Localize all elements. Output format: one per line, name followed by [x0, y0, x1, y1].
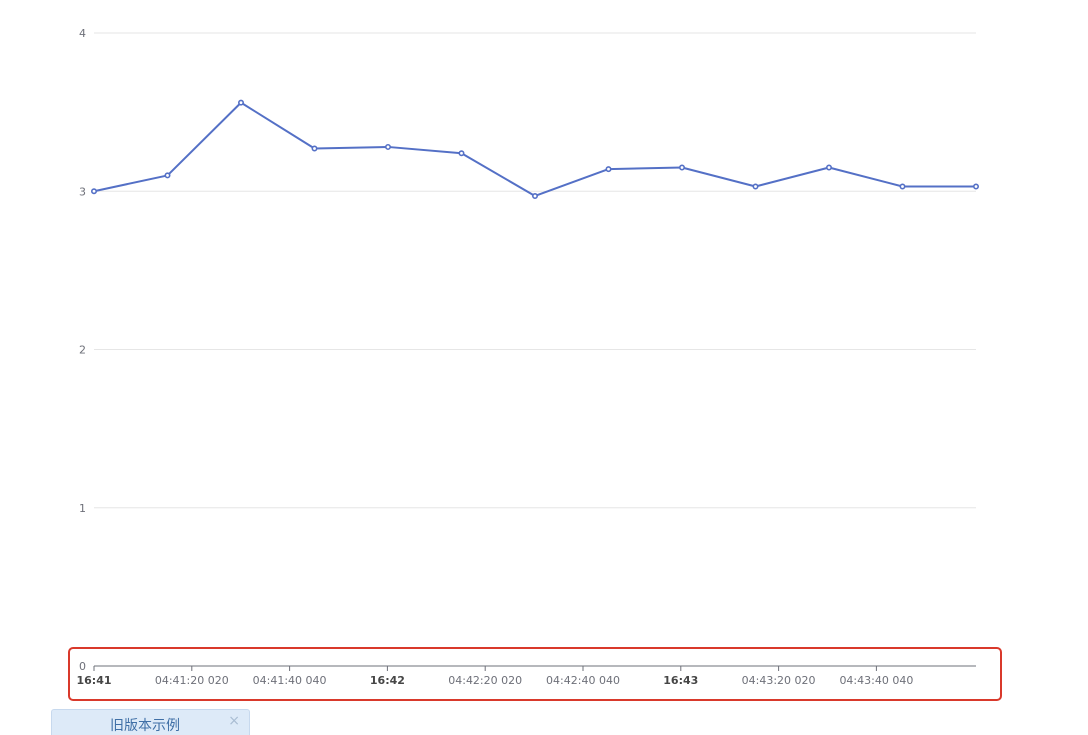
x-tick-label: 04:42:20 020: [448, 674, 522, 687]
y-axis-labels: 0 1 2 3 4: [79, 27, 86, 673]
series-line: [91, 99, 979, 199]
series-line-path: [93, 101, 976, 197]
x-tick-label: 04:43:20 020: [742, 674, 816, 687]
data-point: [825, 164, 832, 171]
y-tick-label: 2: [79, 344, 86, 357]
data-point: [91, 188, 98, 195]
data-point: [311, 145, 318, 152]
y-tick-label: 1: [79, 502, 86, 515]
y-tick-label: 0: [79, 660, 86, 673]
legacy-version-tab[interactable]: 旧版本示例 ×: [51, 709, 250, 735]
legacy-tab-label: 旧版本示例: [110, 718, 180, 734]
data-point: [164, 172, 171, 179]
x-tick-label: 04:41:20 020: [155, 674, 229, 687]
x-tick-label: 16:41: [76, 674, 111, 687]
data-point: [605, 166, 612, 173]
data-point: [458, 150, 465, 157]
close-icon[interactable]: ×: [228, 713, 240, 729]
y-tick-label: 4: [79, 27, 86, 40]
data-point: [752, 183, 759, 190]
data-point: [384, 143, 391, 150]
data-point: [972, 183, 979, 190]
x-tick-label: 16:42: [370, 674, 405, 687]
data-point: [531, 192, 538, 199]
x-axis: 16:41 04:41:20 020 04:41:40 040 16:42 04:42:…: [76, 665, 976, 687]
data-point: [678, 164, 685, 171]
data-point: [238, 99, 245, 106]
x-tick-label: 04:41:40 040: [253, 674, 327, 687]
x-tick-label: 16:43: [663, 674, 698, 687]
y-tick-label: 3: [79, 185, 86, 198]
x-tick-label: 04:42:40 040: [546, 674, 620, 687]
grid-lines: [94, 32, 976, 509]
x-tick-label: 04:43:40 040: [839, 674, 913, 687]
data-point: [899, 183, 906, 190]
